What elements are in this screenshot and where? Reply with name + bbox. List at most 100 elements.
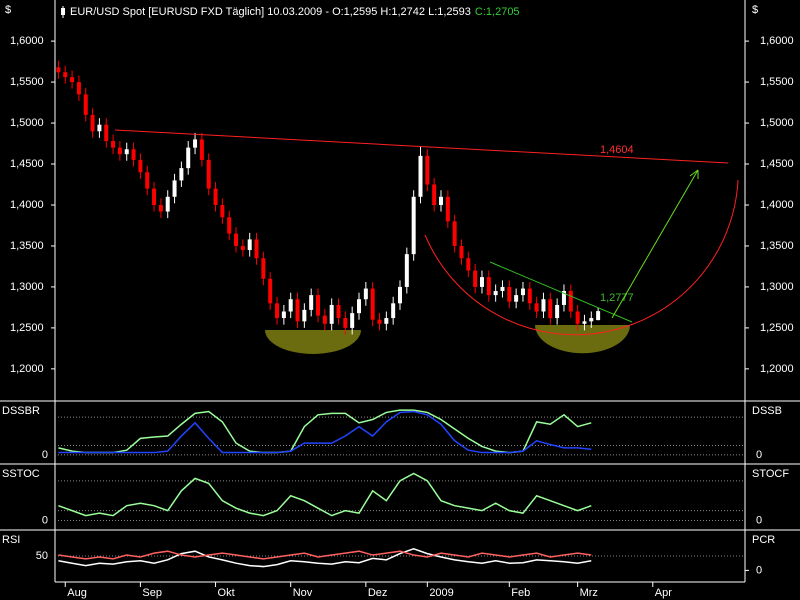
title-icon [61,6,65,18]
candle-body [548,299,553,319]
annotation: 1,2777 [600,292,634,304]
candle-body [131,149,136,160]
candle-body [418,155,423,197]
candle-body [343,318,348,328]
y-tick-label: 1,5500 [10,76,44,88]
candle-body [288,299,293,312]
candle-body [104,124,109,142]
candle-body [473,270,478,287]
candle-body [268,278,273,304]
y-tick-label-right: 1,5500 [760,76,794,88]
resistance-line [114,129,729,164]
candle-body [206,159,211,189]
x-tick-label: Feb [511,587,530,599]
candle-body [247,239,252,251]
candle-body [165,196,170,212]
candle-body [377,319,382,324]
y-tick-label-right: 1,4000 [760,199,794,211]
panel-label-right: STOCF [752,468,789,480]
highlight-ellipse [265,330,361,354]
candle-body [589,318,594,322]
candle-body [213,188,218,205]
candle-body [227,217,232,234]
x-tick-label: Mrz [580,587,598,599]
trend-line [489,261,633,323]
y-tick-label-right: 0 [756,514,762,526]
candle-body [254,239,259,259]
candle-body [138,159,143,173]
y-tick-label: 1,3000 [10,281,44,293]
candle-body [561,291,566,305]
panel-label: SSTOC [2,468,40,480]
x-tick-label: Aug [67,587,87,599]
candle-body [350,313,355,328]
indicator-line [58,472,592,517]
candle-body [172,180,177,197]
candle-body [568,291,573,312]
candle-body [541,299,546,312]
y-tick-label-right: 1,2000 [760,363,794,375]
candle-body [500,286,505,292]
candle-body [357,299,362,314]
candle-body [596,311,601,321]
candle-body [179,168,184,181]
y-tick-label-right: 1,5000 [760,117,794,129]
y-tick-label: 1,2000 [10,363,44,375]
panel-label: DSSBR [2,405,40,417]
candle-body [398,286,402,304]
candle-body [193,139,198,148]
candle-body [575,311,580,324]
arc [424,179,739,336]
indicator-line [58,410,592,454]
candle-body [479,277,484,287]
candle-body [459,245,464,259]
y-tick-label: 50 [36,550,48,562]
candle-body [56,67,61,73]
candle-body [534,303,539,312]
candle-body [384,318,389,324]
y-tick-label: 1,3500 [10,240,44,252]
candle-body [466,258,471,271]
y-tick-label-right: 1,4500 [760,158,794,170]
candle-body [520,288,525,296]
x-tick-label: Apr [655,587,672,599]
panel-label-right: PCR [752,534,775,546]
candle-body [493,291,498,296]
x-tick-label: 2009 [429,587,453,599]
candle-body [391,303,396,319]
candle-body [582,321,587,324]
y-tick-label: 1,6000 [10,35,44,47]
candle-body [186,147,191,169]
y-tick-label-right: 1,3500 [760,240,794,252]
arrow-head [689,169,699,179]
y-tick-label: 1,2500 [10,322,44,334]
candle-body [199,139,204,160]
x-tick-label: Nov [293,587,313,599]
y-tick-label-right: 1,3000 [760,281,794,293]
x-tick-label: Sep [142,587,162,599]
indicator-line [58,548,592,568]
candle-body [124,149,129,155]
candle-body [316,295,321,316]
candle-body [555,304,560,319]
candle-body [514,295,519,302]
y2-tick-label: 0 [756,564,762,576]
candle-body [432,184,437,205]
y-tick-label: 0 [42,514,48,526]
y-unit: $ [5,4,11,16]
candle-body [370,288,375,320]
candle-body [507,286,512,302]
candle-body [438,196,443,205]
candle-body [97,124,102,132]
candle-body [152,188,157,205]
y-tick-label: 1,4000 [10,199,44,211]
candle-body [309,295,314,310]
candle-body [63,72,68,78]
candle-body [240,245,245,251]
y-tick-label: 1,5000 [10,117,44,129]
candle-body [486,277,491,296]
candle-body [322,315,327,324]
candle-body [363,288,368,300]
candle-body [158,204,163,212]
